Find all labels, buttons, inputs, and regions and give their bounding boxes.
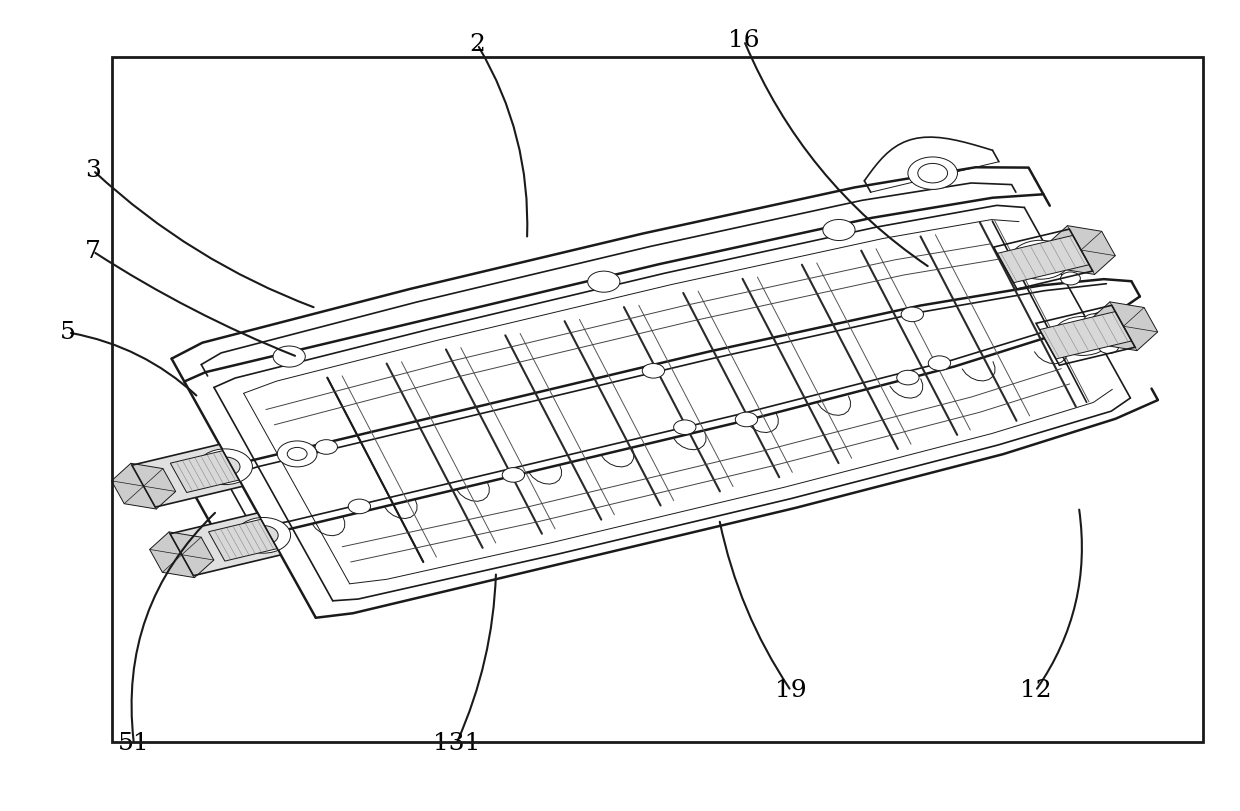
Circle shape [1060,272,1080,285]
Circle shape [673,420,696,435]
Circle shape [901,307,924,322]
Circle shape [502,468,525,483]
Polygon shape [208,519,278,561]
Text: 19: 19 [775,680,807,702]
Circle shape [588,271,620,292]
Circle shape [211,457,241,477]
Circle shape [315,440,337,454]
Bar [112,57,1203,742]
Circle shape [198,449,253,485]
Text: 12: 12 [1019,680,1052,702]
Polygon shape [120,150,1207,650]
Circle shape [918,164,947,183]
Text: 131: 131 [433,732,480,755]
Text: 16: 16 [728,29,760,52]
Circle shape [929,356,951,371]
Circle shape [273,346,305,367]
Text: 7: 7 [86,240,100,263]
Circle shape [248,526,278,545]
Polygon shape [170,513,280,576]
Circle shape [1023,248,1058,271]
Polygon shape [131,444,243,507]
Circle shape [823,220,856,241]
Circle shape [1044,242,1064,255]
Text: 51: 51 [118,732,150,755]
Circle shape [908,157,957,190]
Polygon shape [1047,225,1115,274]
Text: 3: 3 [86,159,100,182]
Circle shape [1084,314,1104,327]
Circle shape [236,517,290,553]
Circle shape [642,363,665,378]
Polygon shape [1039,311,1132,359]
Circle shape [1053,316,1112,355]
Polygon shape [150,532,213,577]
Text: 5: 5 [61,321,76,344]
Polygon shape [112,463,176,509]
Circle shape [897,371,919,385]
Circle shape [735,412,758,427]
Polygon shape [1089,302,1158,350]
Polygon shape [170,451,239,492]
Circle shape [1099,341,1118,354]
Text: 2: 2 [470,33,485,56]
Circle shape [288,448,308,461]
Circle shape [348,499,371,513]
Circle shape [1065,324,1100,347]
Circle shape [278,441,317,467]
Polygon shape [997,235,1089,283]
Circle shape [1011,240,1070,279]
